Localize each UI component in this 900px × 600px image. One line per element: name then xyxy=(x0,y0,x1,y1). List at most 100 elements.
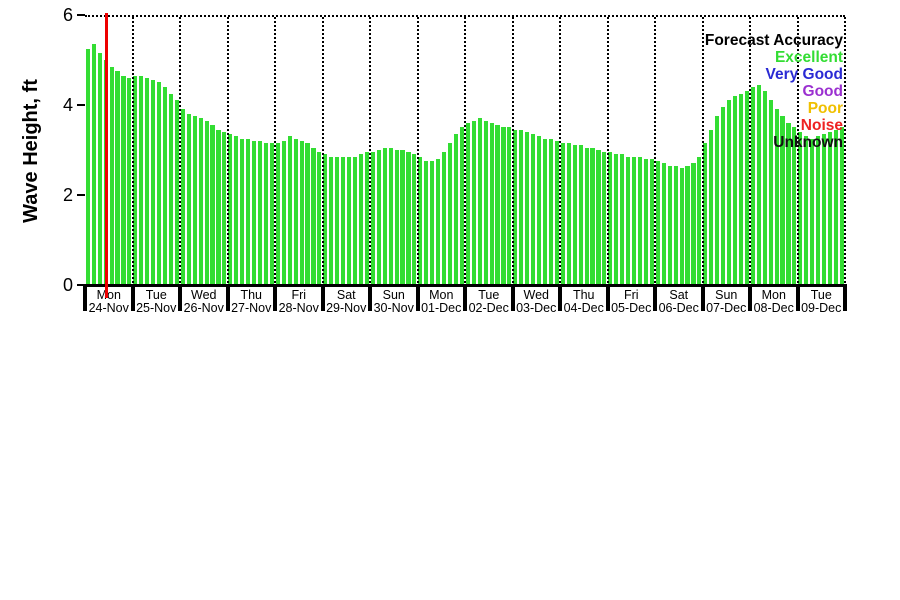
day-tick xyxy=(558,286,562,311)
wave-bar xyxy=(186,113,191,287)
legend-entry-very-good: Very Good xyxy=(765,66,843,83)
wave-bar xyxy=(329,156,334,287)
plot-area xyxy=(85,15,846,287)
wave-bar xyxy=(115,71,120,287)
day-gridline xyxy=(796,17,799,287)
day-name: Sat xyxy=(336,288,356,302)
day-label: Mon 01-Dec xyxy=(420,289,464,315)
day-gridline xyxy=(654,17,656,287)
y-tick-label: 4 xyxy=(62,95,73,115)
wave-bar xyxy=(382,147,387,287)
day-tick xyxy=(510,286,515,311)
day-label: Mon 24-Nov xyxy=(87,289,131,315)
wave-bar xyxy=(364,152,369,287)
day-name: Sat xyxy=(669,288,689,302)
day-gridline xyxy=(844,17,846,287)
day-tick xyxy=(748,286,752,311)
wave-bar xyxy=(145,77,150,287)
wave-bar xyxy=(168,93,174,287)
x-axis-line xyxy=(83,284,847,287)
wave-bar xyxy=(287,136,292,287)
y-axis-title: Wave Height, ft xyxy=(20,79,42,223)
wave-bar xyxy=(370,152,375,287)
wave-bar xyxy=(453,134,459,287)
wave-bar xyxy=(305,143,310,287)
wave-bar xyxy=(602,152,607,287)
wave-bar xyxy=(127,77,132,287)
wave-bar xyxy=(542,138,548,287)
wave-bar xyxy=(323,154,328,287)
wave-bar xyxy=(210,125,215,287)
day-tick xyxy=(320,286,325,311)
day-date: 03-Dec xyxy=(516,301,557,315)
current-time-line xyxy=(105,13,109,298)
wave-bar xyxy=(281,140,286,287)
day-gridline xyxy=(749,17,751,287)
wave-bar xyxy=(643,158,649,287)
wave-bar xyxy=(151,80,156,287)
wave-bar xyxy=(655,161,660,287)
wave-bar xyxy=(798,131,803,287)
wave-bar xyxy=(109,66,114,287)
day-gridline xyxy=(701,17,704,287)
wave-bar xyxy=(833,129,839,287)
wave-bar xyxy=(352,156,358,287)
wave-bar xyxy=(358,154,364,287)
wave-bar xyxy=(347,156,352,287)
y-tick xyxy=(77,284,85,286)
y-tick xyxy=(77,194,85,196)
day-label: Wed 03-Dec xyxy=(515,289,559,315)
wave-bar xyxy=(501,127,506,287)
wave-bar xyxy=(590,147,595,287)
wave-bar xyxy=(667,165,672,287)
day-tick xyxy=(795,286,800,311)
day-gridline xyxy=(464,17,466,287)
wave-bar xyxy=(465,122,470,287)
day-label: Wed 26-Nov xyxy=(182,289,226,315)
day-gridline xyxy=(321,17,324,287)
wave-bar xyxy=(489,122,494,287)
day-gridline xyxy=(131,17,134,287)
legend-entry-noise: Noise xyxy=(800,117,843,134)
wave-bar xyxy=(335,156,340,287)
wave-bar xyxy=(560,143,565,287)
wave-bar xyxy=(762,91,767,287)
wave-bar xyxy=(614,154,619,287)
wave-bar xyxy=(661,163,666,287)
wave-bar xyxy=(732,95,738,287)
day-name: Fri xyxy=(291,288,307,302)
wave-bar xyxy=(483,120,488,287)
wave-bar xyxy=(430,161,435,287)
wave-bar xyxy=(548,138,554,287)
wave-bar xyxy=(596,149,601,287)
wave-bar xyxy=(584,147,589,287)
wave-bar xyxy=(679,167,684,287)
day-tick xyxy=(653,286,657,311)
wave-bar xyxy=(412,154,417,287)
day-name: Wed xyxy=(191,288,217,302)
wave-bar xyxy=(685,165,690,287)
day-label: Sun 07-Dec xyxy=(705,289,749,315)
day-label: Fri 05-Dec xyxy=(610,289,654,315)
wave-bar xyxy=(442,152,447,287)
wave-bar xyxy=(507,127,512,287)
wave-bar xyxy=(804,136,809,287)
wave-bar xyxy=(257,140,263,287)
day-date: 24-Nov xyxy=(88,301,129,315)
day-label: Sat 06-Dec xyxy=(657,289,701,315)
wave-bar xyxy=(697,156,702,287)
wave-bar xyxy=(234,136,239,287)
wave-bar xyxy=(275,143,280,287)
day-label: Mon 08-Dec xyxy=(752,289,796,315)
wave-bar xyxy=(91,44,96,287)
wave-bar xyxy=(632,156,637,287)
day-tick xyxy=(700,286,705,311)
wave-bar xyxy=(703,143,708,287)
wave-bar xyxy=(537,136,542,287)
day-date: 07-Dec xyxy=(706,301,747,315)
day-tick xyxy=(463,286,467,311)
wave-bar xyxy=(97,53,102,287)
wave-bar xyxy=(436,158,441,287)
legend-entry-unknown: Unknown xyxy=(773,134,843,151)
wave-bar xyxy=(709,129,714,287)
